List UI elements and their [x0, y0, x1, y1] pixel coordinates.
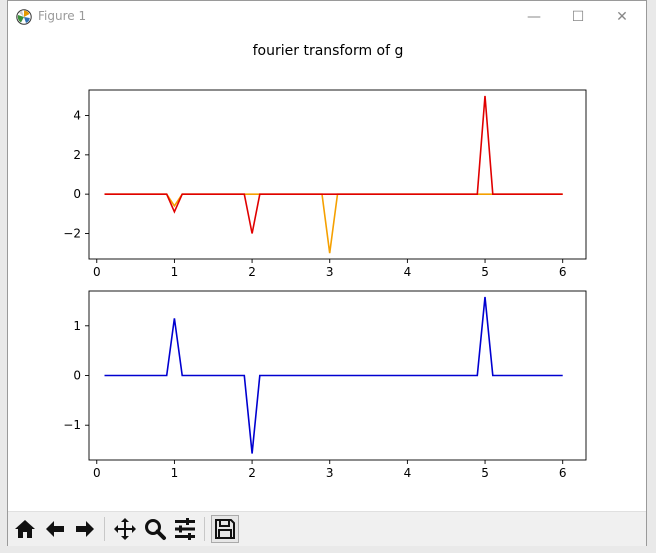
back-button[interactable] — [41, 515, 69, 543]
figure-window: Figure 1 — ☐ ✕ fourier transform of g 0 1 2… — [7, 0, 647, 546]
title-bar[interactable]: Figure 1 — ☐ ✕ — [8, 1, 646, 33]
maximize-button[interactable]: ☐ — [558, 5, 598, 29]
x-tick-label: 5 — [481, 466, 489, 480]
y-tick-label: −1 — [63, 418, 81, 432]
minimize-icon: — — [527, 9, 541, 25]
series-line-0-0 — [104, 193, 563, 254]
x-tick-label: 0 — [93, 466, 101, 480]
y-tick-label: 1 — [73, 319, 81, 333]
zoom-icon — [145, 519, 166, 540]
pan-button[interactable] — [111, 515, 139, 543]
window-title: Figure 1 — [38, 9, 87, 23]
x-tick-label: 6 — [559, 265, 567, 279]
y-tick-label: 2 — [73, 148, 81, 162]
save-icon — [215, 519, 235, 539]
x-tick-label: 5 — [481, 265, 489, 279]
x-tick-label: 0 — [93, 265, 101, 279]
y-tick-label: 0 — [73, 187, 81, 201]
y-tick-label: 4 — [73, 109, 81, 123]
x-tick-label: 4 — [404, 265, 412, 279]
subplots-button[interactable] — [171, 515, 199, 543]
toolbar-separator — [204, 517, 205, 541]
close-icon: ✕ — [616, 9, 628, 25]
chart-title: fourier transform of g — [253, 43, 404, 59]
close-button[interactable]: ✕ — [602, 5, 642, 29]
pan-icon — [114, 518, 136, 540]
navigation-toolbar — [8, 511, 646, 546]
toolbar-separator — [104, 517, 105, 541]
x-tick-label: 1 — [171, 265, 179, 279]
maximize-icon: ☐ — [571, 9, 585, 25]
back-arrow-icon — [46, 521, 64, 537]
x-tick-label: 3 — [326, 466, 334, 480]
series-line-0-1 — [104, 95, 563, 234]
save-button[interactable] — [211, 515, 239, 543]
figure-canvas: fourier transform of g 0 1 2 3 4 5 6 −2 0 2 4 0 1 2 3 4 5… — [63, 43, 587, 480]
forward-arrow-icon — [76, 521, 94, 537]
x-tick-label: 4 — [404, 466, 412, 480]
x-tick-label: 2 — [248, 466, 256, 480]
x-tick-label: 2 — [248, 265, 256, 279]
subplots-icon — [175, 518, 195, 540]
y-tick-label: 0 — [73, 369, 81, 383]
forward-button[interactable] — [71, 515, 99, 543]
matplotlib-logo-icon — [16, 9, 32, 25]
x-tick-label: 6 — [559, 466, 567, 480]
minimize-button[interactable]: — — [514, 5, 554, 29]
x-tick-label: 1 — [171, 466, 179, 480]
zoom-button[interactable] — [141, 515, 169, 543]
home-button[interactable] — [11, 515, 39, 543]
x-tick-label: 3 — [326, 265, 334, 279]
home-icon — [15, 520, 35, 538]
axes-frame — [88, 89, 587, 260]
y-tick-label: −2 — [63, 226, 81, 240]
series-line-1-0 — [104, 296, 563, 454]
